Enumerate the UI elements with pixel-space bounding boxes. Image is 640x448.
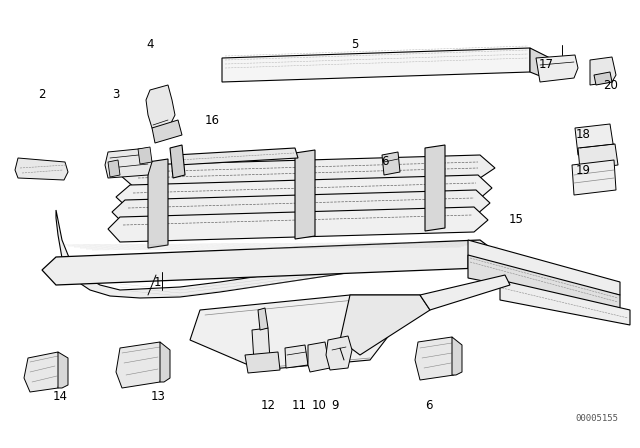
Polygon shape (308, 342, 330, 372)
Polygon shape (590, 57, 616, 85)
Text: 13: 13 (150, 390, 165, 403)
Text: 6: 6 (426, 399, 433, 412)
Polygon shape (382, 152, 400, 175)
Text: 9: 9 (331, 399, 339, 412)
Polygon shape (326, 336, 352, 370)
Polygon shape (116, 175, 492, 210)
Text: 1: 1 (154, 276, 161, 289)
Polygon shape (425, 145, 445, 231)
Polygon shape (146, 85, 175, 130)
Polygon shape (245, 352, 280, 373)
Text: 6: 6 (381, 155, 388, 168)
Polygon shape (295, 150, 315, 239)
Text: 00005155: 00005155 (575, 414, 618, 422)
Polygon shape (468, 255, 620, 308)
Polygon shape (468, 240, 620, 295)
Polygon shape (56, 210, 500, 298)
Polygon shape (120, 155, 495, 188)
Polygon shape (24, 352, 62, 392)
Text: 11: 11 (291, 399, 306, 412)
Text: 3: 3 (112, 87, 120, 101)
Text: 2: 2 (38, 87, 46, 101)
Polygon shape (148, 159, 168, 248)
Text: 15: 15 (509, 213, 524, 226)
Polygon shape (530, 48, 550, 80)
Polygon shape (536, 55, 578, 82)
Polygon shape (252, 328, 270, 362)
Polygon shape (572, 160, 616, 195)
Text: 12: 12 (261, 399, 276, 412)
Polygon shape (258, 308, 268, 330)
Polygon shape (222, 48, 530, 82)
Polygon shape (575, 124, 614, 155)
Text: 16: 16 (205, 114, 220, 128)
Text: 19: 19 (576, 164, 591, 177)
Polygon shape (116, 342, 165, 388)
Polygon shape (285, 345, 308, 368)
Polygon shape (58, 352, 68, 388)
Polygon shape (105, 148, 152, 178)
Polygon shape (138, 147, 152, 164)
Text: 14: 14 (53, 390, 68, 403)
Text: 10: 10 (312, 399, 326, 412)
Text: 4: 4 (146, 38, 154, 52)
Polygon shape (112, 190, 490, 225)
Polygon shape (415, 337, 458, 380)
Text: 20: 20 (603, 78, 618, 92)
Polygon shape (594, 72, 612, 85)
Polygon shape (152, 120, 182, 143)
Polygon shape (160, 342, 170, 382)
Polygon shape (108, 160, 120, 177)
Polygon shape (420, 275, 510, 310)
Polygon shape (108, 207, 488, 242)
Polygon shape (500, 280, 630, 325)
Text: 17: 17 (539, 58, 554, 72)
Text: 18: 18 (576, 128, 591, 141)
Polygon shape (190, 295, 420, 370)
Polygon shape (15, 158, 68, 180)
Polygon shape (175, 148, 298, 165)
Polygon shape (170, 145, 185, 178)
Polygon shape (42, 240, 500, 285)
Polygon shape (452, 337, 462, 375)
Polygon shape (340, 295, 430, 355)
Polygon shape (578, 144, 618, 170)
Text: 5: 5 (351, 38, 358, 52)
